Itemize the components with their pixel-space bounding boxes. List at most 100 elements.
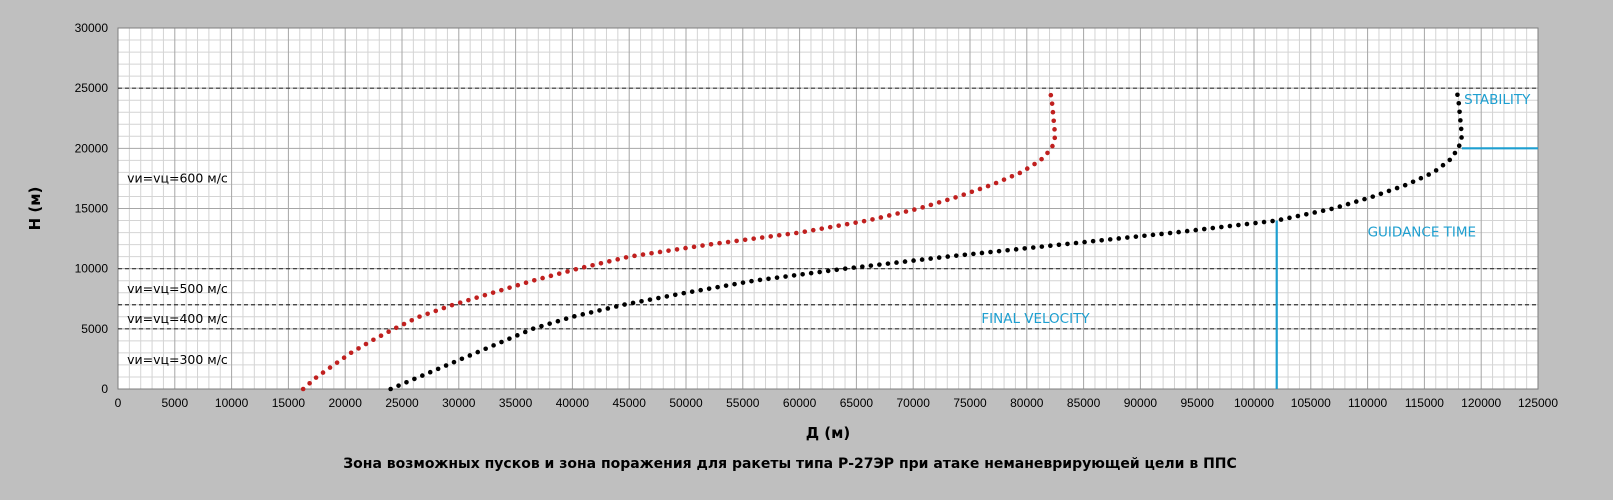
series-point (919, 257, 925, 262)
x-tick-label: 55000 (726, 396, 760, 410)
x-tick-label: 20000 (329, 396, 363, 410)
series-point (409, 318, 415, 323)
series-point (307, 381, 312, 386)
series-point (774, 275, 780, 280)
series-point (810, 227, 816, 233)
series-point (757, 277, 763, 283)
series-point (623, 255, 629, 260)
series-point (851, 265, 857, 270)
series-point (683, 245, 688, 251)
x-tick-label: 35000 (499, 396, 533, 410)
series-point (740, 280, 746, 285)
series-point (639, 299, 644, 304)
x-tick-label: 75000 (953, 396, 987, 410)
x-tick-label: 70000 (897, 396, 931, 410)
series-point (1048, 92, 1054, 98)
series-point (1107, 237, 1113, 242)
series-point (706, 286, 712, 291)
series-point (1295, 213, 1301, 219)
chart-title: Зона возможных пусков и зона поражения д… (343, 456, 1237, 472)
series-point (988, 249, 993, 255)
velocity-zone-label: vи=vц=500 м/с (127, 281, 228, 296)
series-point (1056, 242, 1062, 248)
series-point (371, 337, 376, 343)
series-point (443, 363, 449, 368)
series-point (482, 292, 488, 298)
series-point (1458, 118, 1463, 123)
y-tick-label: 15000 (75, 202, 109, 216)
series-point (877, 262, 882, 267)
series-point (1353, 199, 1359, 204)
series-point (1337, 204, 1343, 209)
series-point (657, 249, 663, 255)
series-point (530, 326, 536, 331)
series-point (766, 276, 771, 282)
series-point (1455, 92, 1460, 98)
series-point (475, 349, 481, 355)
series-point (459, 356, 465, 362)
x-tick-label: 115000 (1405, 396, 1444, 410)
series-point (1227, 223, 1233, 229)
series-point (886, 213, 892, 218)
series-point (985, 183, 991, 189)
series-2 (388, 92, 1464, 392)
series-point (386, 329, 391, 335)
series-point (689, 289, 695, 294)
velocity-zone-label: vи=vц=400 м/с (127, 311, 228, 326)
series-point (1236, 222, 1241, 228)
x-tick-label: 90000 (1124, 396, 1158, 410)
series-point (334, 360, 340, 365)
series-point (936, 200, 942, 205)
series-point (1402, 182, 1408, 188)
series-point (580, 312, 586, 317)
series-point (825, 268, 831, 274)
series-point (1052, 135, 1058, 141)
y-axis-ticks: 0 5000 10000 15000 20000 25000 30000 (75, 21, 109, 396)
series-point (622, 302, 627, 307)
series-point (441, 305, 447, 311)
x-tick-label: 95000 (1181, 396, 1215, 410)
series-point (1133, 234, 1139, 239)
series-point (563, 316, 569, 322)
series-point (1045, 150, 1050, 156)
series-point (1039, 244, 1045, 249)
y-axis-title: H (м) (26, 187, 44, 231)
series-point (1447, 157, 1453, 163)
series-point (647, 297, 653, 302)
series-point (1440, 162, 1446, 168)
annotation-label: FINAL VELOCITY (981, 311, 1090, 327)
series-point (404, 379, 409, 385)
series-point (531, 277, 537, 283)
x-tick-label: 10000 (215, 396, 249, 410)
series-point (1394, 185, 1400, 191)
series-point (1378, 191, 1384, 197)
series-point (993, 180, 999, 186)
series-point (885, 261, 891, 266)
series-point (388, 386, 393, 392)
series-point (732, 281, 737, 287)
series-point (449, 302, 455, 308)
series-point (1009, 173, 1015, 179)
series-point (936, 255, 942, 260)
plot-border (117, 27, 1539, 390)
series-point (1320, 208, 1326, 214)
series-point (1051, 118, 1057, 124)
series-point (474, 295, 479, 300)
series-point (894, 260, 899, 265)
series-point (1048, 243, 1053, 249)
series-point (656, 295, 661, 301)
series-point (1261, 219, 1267, 225)
series-point (1125, 235, 1130, 240)
series-point (1176, 229, 1181, 235)
series-point (1050, 143, 1055, 149)
y-tick-label: 10000 (75, 262, 109, 276)
series-point (607, 259, 612, 264)
series-point (466, 297, 471, 303)
series-point (715, 284, 720, 290)
series-point (681, 290, 687, 296)
series-point (1005, 247, 1010, 253)
series-point (1433, 168, 1439, 173)
series-point (1022, 246, 1028, 251)
series-point (632, 253, 637, 259)
